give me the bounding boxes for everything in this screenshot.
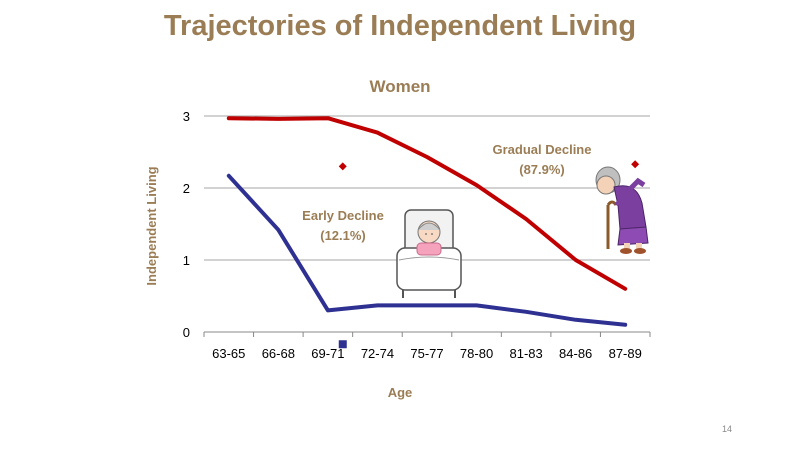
chart-title: Women bbox=[369, 77, 430, 96]
slide-title: Trajectories of Independent Living bbox=[163, 10, 637, 42]
x-tick-label-75-77: 75-77 bbox=[410, 346, 443, 361]
y-axis-ticks: 0 1 2 3 bbox=[183, 109, 190, 340]
series-line-early-decline bbox=[226, 173, 628, 327]
x-tick-label-72-74: 72-74 bbox=[361, 346, 394, 361]
annotation-early-decline-pct: (12.1%) bbox=[320, 228, 366, 243]
x-tick-label-84-86: 84-86 bbox=[559, 346, 592, 361]
y-tick-label-2: 2 bbox=[183, 181, 190, 196]
y-tick-label-0: 0 bbox=[183, 325, 190, 340]
x-tick-label-63-65: 63-65 bbox=[212, 346, 245, 361]
x-tick-label-66-68: 66-68 bbox=[262, 346, 295, 361]
x-tick-label-87-89: 87-89 bbox=[609, 346, 642, 361]
series-lines bbox=[226, 116, 628, 327]
y-tick-label-1: 1 bbox=[183, 253, 190, 268]
marker-diamond-gradual bbox=[338, 162, 347, 171]
marker-square-early bbox=[338, 340, 347, 349]
elderly-woman-illustration bbox=[595, 166, 649, 254]
x-tick-label-69-71: 69-71 bbox=[311, 346, 344, 361]
y-tick-label-3: 3 bbox=[183, 109, 190, 124]
x-axis-label: Age bbox=[388, 385, 413, 400]
page-number: 14 bbox=[722, 424, 733, 434]
x-tick-label-78-80: 78-80 bbox=[460, 346, 493, 361]
annotation-early-decline: Early Decline bbox=[302, 208, 384, 223]
series-line-gradual-decline bbox=[226, 116, 628, 291]
x-tick-label-81-83: 81-83 bbox=[509, 346, 542, 361]
markers bbox=[338, 160, 640, 349]
annotation-gradual-decline: Gradual Decline bbox=[493, 142, 592, 157]
annotation-gradual-decline-pct: (87.9%) bbox=[519, 162, 565, 177]
bed-patient-illustration bbox=[396, 209, 462, 298]
marker-diamond-gradual bbox=[631, 160, 640, 169]
x-axis-ticks: 63-65 66-68 69-71 72-74 75-77 78-80 81-83 84-86… bbox=[203, 332, 651, 361]
y-axis-label: Independent Living bbox=[144, 166, 159, 285]
